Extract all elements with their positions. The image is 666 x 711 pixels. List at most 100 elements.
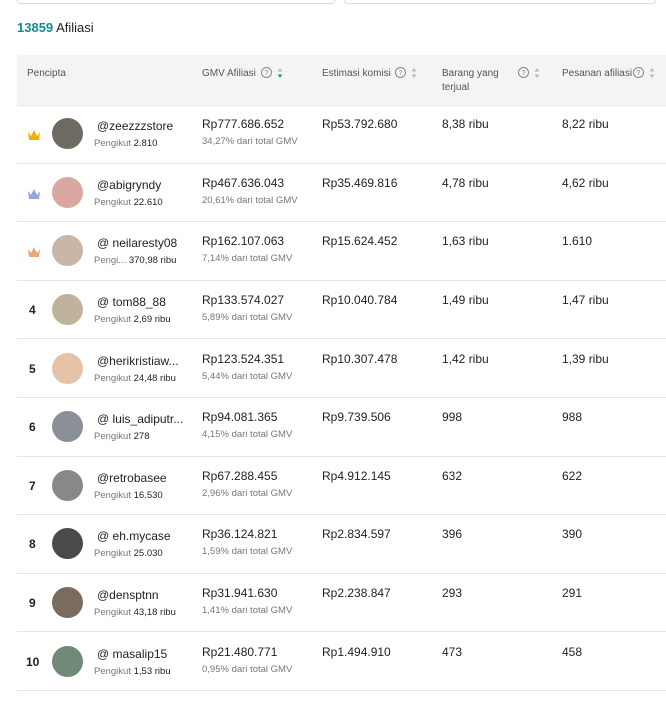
gmv: Rp162.107.063	[202, 234, 285, 249]
table-row[interactable]: 4 @ tom88_88 Pengikut 2,69 ribu Rp133.574.0…	[17, 281, 666, 340]
avatar	[52, 118, 83, 150]
commission: Rp2.834.597	[322, 527, 391, 542]
column-header: Pencipta	[27, 68, 66, 79]
followers-value: 43,18 ribu	[133, 607, 176, 619]
gmv-share: 4,15% dari total GMV	[202, 429, 293, 441]
followers: Pengikut 22.610	[94, 197, 163, 208]
items-sold: 8,38 ribu	[442, 117, 489, 132]
gmv: Rp133.574.027	[202, 293, 285, 308]
column-header[interactable]: Pesanan afiliasi	[562, 68, 633, 79]
followers-label: Pengikut	[94, 607, 131, 619]
rank-crown	[27, 187, 41, 205]
rank: 9	[29, 596, 36, 611]
rank: 4	[29, 303, 36, 318]
rank: 8	[29, 537, 36, 552]
help-icon[interactable]: ?	[633, 67, 644, 78]
followers-value: 2,69 ribu	[133, 314, 171, 326]
affiliate-orders: 1.610	[562, 234, 593, 249]
creator-handle[interactable]: @ eh.mycase	[97, 529, 171, 544]
gmv-share: 34,27% dari total GMV	[202, 136, 298, 148]
followers-value: 16.530	[133, 489, 163, 501]
followers-label: Pengikut	[94, 138, 131, 150]
rank-crown	[27, 245, 41, 263]
avatar	[52, 469, 83, 501]
sort-icon[interactable]	[534, 66, 540, 84]
avatar	[52, 176, 83, 208]
column-header[interactable]: GMV Afiliasi	[202, 68, 256, 79]
rank-crown	[27, 128, 41, 146]
table-row[interactable]: 5 @herikristiaw... Pengikut 24,48 ribu Rp12…	[17, 339, 666, 398]
gmv: Rp67.288.455	[202, 468, 278, 483]
help-icon[interactable]: ?	[518, 67, 529, 78]
table-row[interactable]: @ neilaresty08 Pengi... 370,98 ribu Rp162.…	[17, 222, 666, 281]
table-row[interactable]: 9 @densptnn Pengikut 43,18 ribu Rp31.941.63…	[17, 574, 666, 633]
gmv-share: 7,14% dari total GMV	[202, 253, 293, 265]
creator-handle[interactable]: @abigryndy	[97, 177, 162, 192]
followers-value: 1,53 ribu	[133, 665, 171, 677]
affiliate-orders: 4,62 ribu	[562, 175, 609, 190]
filter-input[interactable]	[344, 0, 656, 4]
affiliate-orders: 622	[562, 468, 583, 483]
creator-handle[interactable]: @ masalip15	[97, 646, 168, 661]
avatar	[52, 528, 83, 560]
rank: 10	[26, 654, 40, 669]
gmv-share: 1,59% dari total GMV	[202, 546, 293, 558]
affiliate-orders: 988	[562, 410, 583, 425]
avatar	[52, 294, 83, 326]
followers-value: 22.610	[133, 196, 163, 208]
gmv: Rp94.081.365	[202, 410, 278, 425]
help-icon[interactable]: ?	[261, 67, 272, 78]
creator-handle[interactable]: @zeezzzstore	[97, 119, 174, 134]
followers: Pengi... 370,98 ribu	[94, 255, 176, 266]
items-sold: 293	[442, 586, 463, 601]
table-row[interactable]: 8 @ eh.mycase Pengikut 25.030 Rp36.124.821 1…	[17, 515, 666, 574]
commission: Rp53.792.680	[322, 117, 398, 132]
column-header[interactable]: Estimasi komisi	[322, 68, 391, 79]
gmv: Rp21.480.771	[202, 644, 278, 659]
gmv-share: 1,41% dari total GMV	[202, 605, 293, 617]
table-row[interactable]: 6 @ luis_adiputr... Pengikut 278 Rp94.081.3…	[17, 398, 666, 457]
creator-handle[interactable]: @herikristiaw...	[97, 353, 179, 368]
items-sold: 632	[442, 468, 463, 483]
followers-label: Pengi...	[94, 255, 127, 267]
table-row[interactable]: @abigryndy Pengikut 22.610 Rp467.636.043 20…	[17, 164, 666, 223]
sort-icon[interactable]	[649, 66, 655, 84]
followers: Pengikut 1,53 ribu	[94, 666, 171, 677]
creator-handle[interactable]: @densptnn	[97, 588, 159, 603]
gmv: Rp777.686.652	[202, 117, 285, 132]
help-icon[interactable]: ?	[395, 67, 406, 78]
creator-handle[interactable]: @ neilaresty08	[97, 236, 178, 251]
svg-text:?: ?	[637, 70, 641, 77]
creator-handle[interactable]: @retrobasee	[97, 470, 167, 485]
commission: Rp9.739.506	[322, 410, 391, 425]
avatar	[52, 645, 83, 677]
gmv: Rp36.124.821	[202, 527, 278, 542]
followers: Pengikut 2.810	[94, 138, 157, 149]
creator-handle[interactable]: @ luis_adiputr...	[97, 412, 184, 427]
affiliate-orders: 1,47 ribu	[562, 293, 609, 308]
commission: Rp10.040.784	[322, 293, 398, 308]
followers: Pengikut 2,69 ribu	[94, 314, 171, 325]
sort-icon[interactable]	[411, 66, 417, 84]
commission: Rp10.307.478	[322, 351, 398, 366]
table-row[interactable]: 7 @retrobasee Pengikut 16.530 Rp67.288.455 2…	[17, 457, 666, 516]
table-row[interactable]: 10 @ masalip15 Pengikut 1,53 ribu Rp21.480.…	[17, 632, 666, 691]
creator-handle[interactable]: @ tom88_88	[97, 295, 166, 310]
commission: Rp1.494.910	[322, 644, 391, 659]
affiliate-orders: 458	[562, 644, 583, 659]
followers-value: 25.030	[133, 548, 163, 560]
followers-label: Pengikut	[94, 372, 131, 384]
gmv-share: 20,61% dari total GMV	[202, 194, 298, 206]
sort-icon[interactable]	[277, 66, 283, 84]
gmv-share: 5,89% dari total GMV	[202, 312, 293, 324]
affiliate-count: 13859 Afiliasi	[17, 20, 94, 35]
followers: Pengikut 25.030	[94, 548, 163, 559]
table-row[interactable]: @zeezzzstore Pengikut 2.810 Rp777.686.652 3…	[17, 105, 666, 164]
followers-label: Pengikut	[94, 665, 131, 677]
column-header[interactable]: Barang yang terjual	[442, 68, 499, 93]
filter-input[interactable]	[17, 0, 335, 4]
followers-value: 24,48 ribu	[133, 372, 176, 384]
followers-value: 2.810	[133, 138, 158, 150]
count-label: Afiliasi	[56, 20, 94, 35]
